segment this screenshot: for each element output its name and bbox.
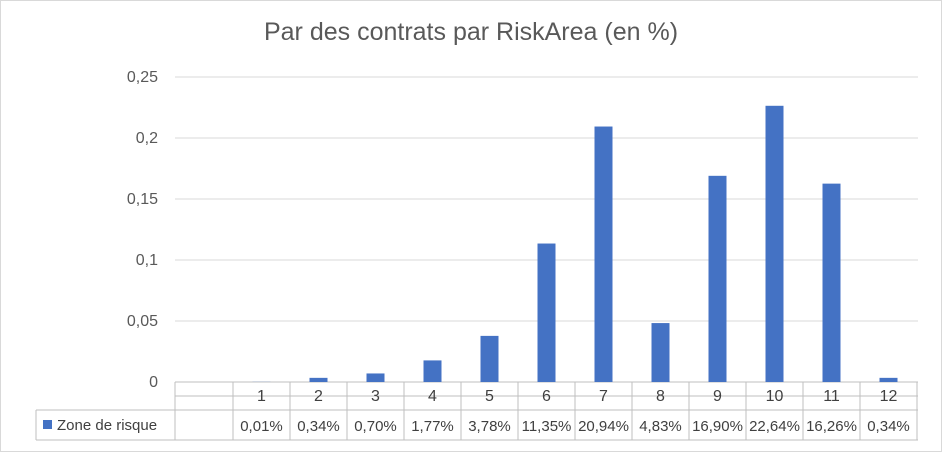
x-tick-label: 3: [371, 388, 380, 405]
table-value: 20,94%: [578, 418, 629, 435]
bar: [537, 243, 556, 382]
bar: [765, 105, 784, 383]
y-tick-label: 0,2: [136, 130, 158, 147]
x-tick-label: 8: [656, 388, 665, 405]
table-value: 3,78%: [468, 418, 511, 435]
bar: [879, 377, 898, 382]
bar: [423, 360, 442, 382]
x-tick-label: 4: [428, 388, 437, 405]
table-value: 4,83%: [639, 418, 682, 435]
bar: [651, 323, 670, 382]
y-tick-label: 0: [149, 374, 158, 391]
table-value: 22,64%: [749, 418, 800, 435]
y-tick-label: 0,1: [136, 252, 158, 269]
table-value: 1,77%: [411, 418, 454, 435]
x-tick-label: 7: [599, 388, 608, 405]
bar: [822, 183, 841, 382]
x-tick-label: 11: [823, 388, 840, 405]
bar: [594, 126, 613, 382]
table-value: 0,70%: [354, 418, 397, 435]
table-value: 0,34%: [297, 418, 340, 435]
bar: [480, 335, 499, 382]
table-value: 0,01%: [240, 418, 283, 435]
chart-title: Par des contrats par RiskArea (en %): [263, 18, 679, 46]
x-tick-label: 9: [713, 388, 722, 405]
table-value: 16,26%: [806, 418, 857, 435]
y-tick-label: 0,15: [127, 191, 158, 208]
bar: [309, 377, 328, 382]
legend-label: Zone de risque: [57, 417, 157, 434]
x-tick-label: 6: [542, 388, 551, 405]
bar: [366, 373, 385, 382]
x-tick-label: 2: [314, 388, 323, 405]
table-value: 16,90%: [692, 418, 743, 435]
x-tick-label: 1: [257, 388, 266, 405]
x-tick-label: 12: [880, 388, 898, 405]
legend-swatch: [43, 420, 52, 429]
x-tick-label: 5: [485, 388, 494, 405]
table-value: 0,34%: [867, 418, 910, 435]
bar: [708, 175, 727, 382]
x-tick-label: 10: [766, 388, 784, 405]
table-value: 11,35%: [522, 418, 572, 435]
y-tick-label: 0,05: [127, 313, 158, 330]
y-tick-label: 0,25: [127, 69, 158, 86]
